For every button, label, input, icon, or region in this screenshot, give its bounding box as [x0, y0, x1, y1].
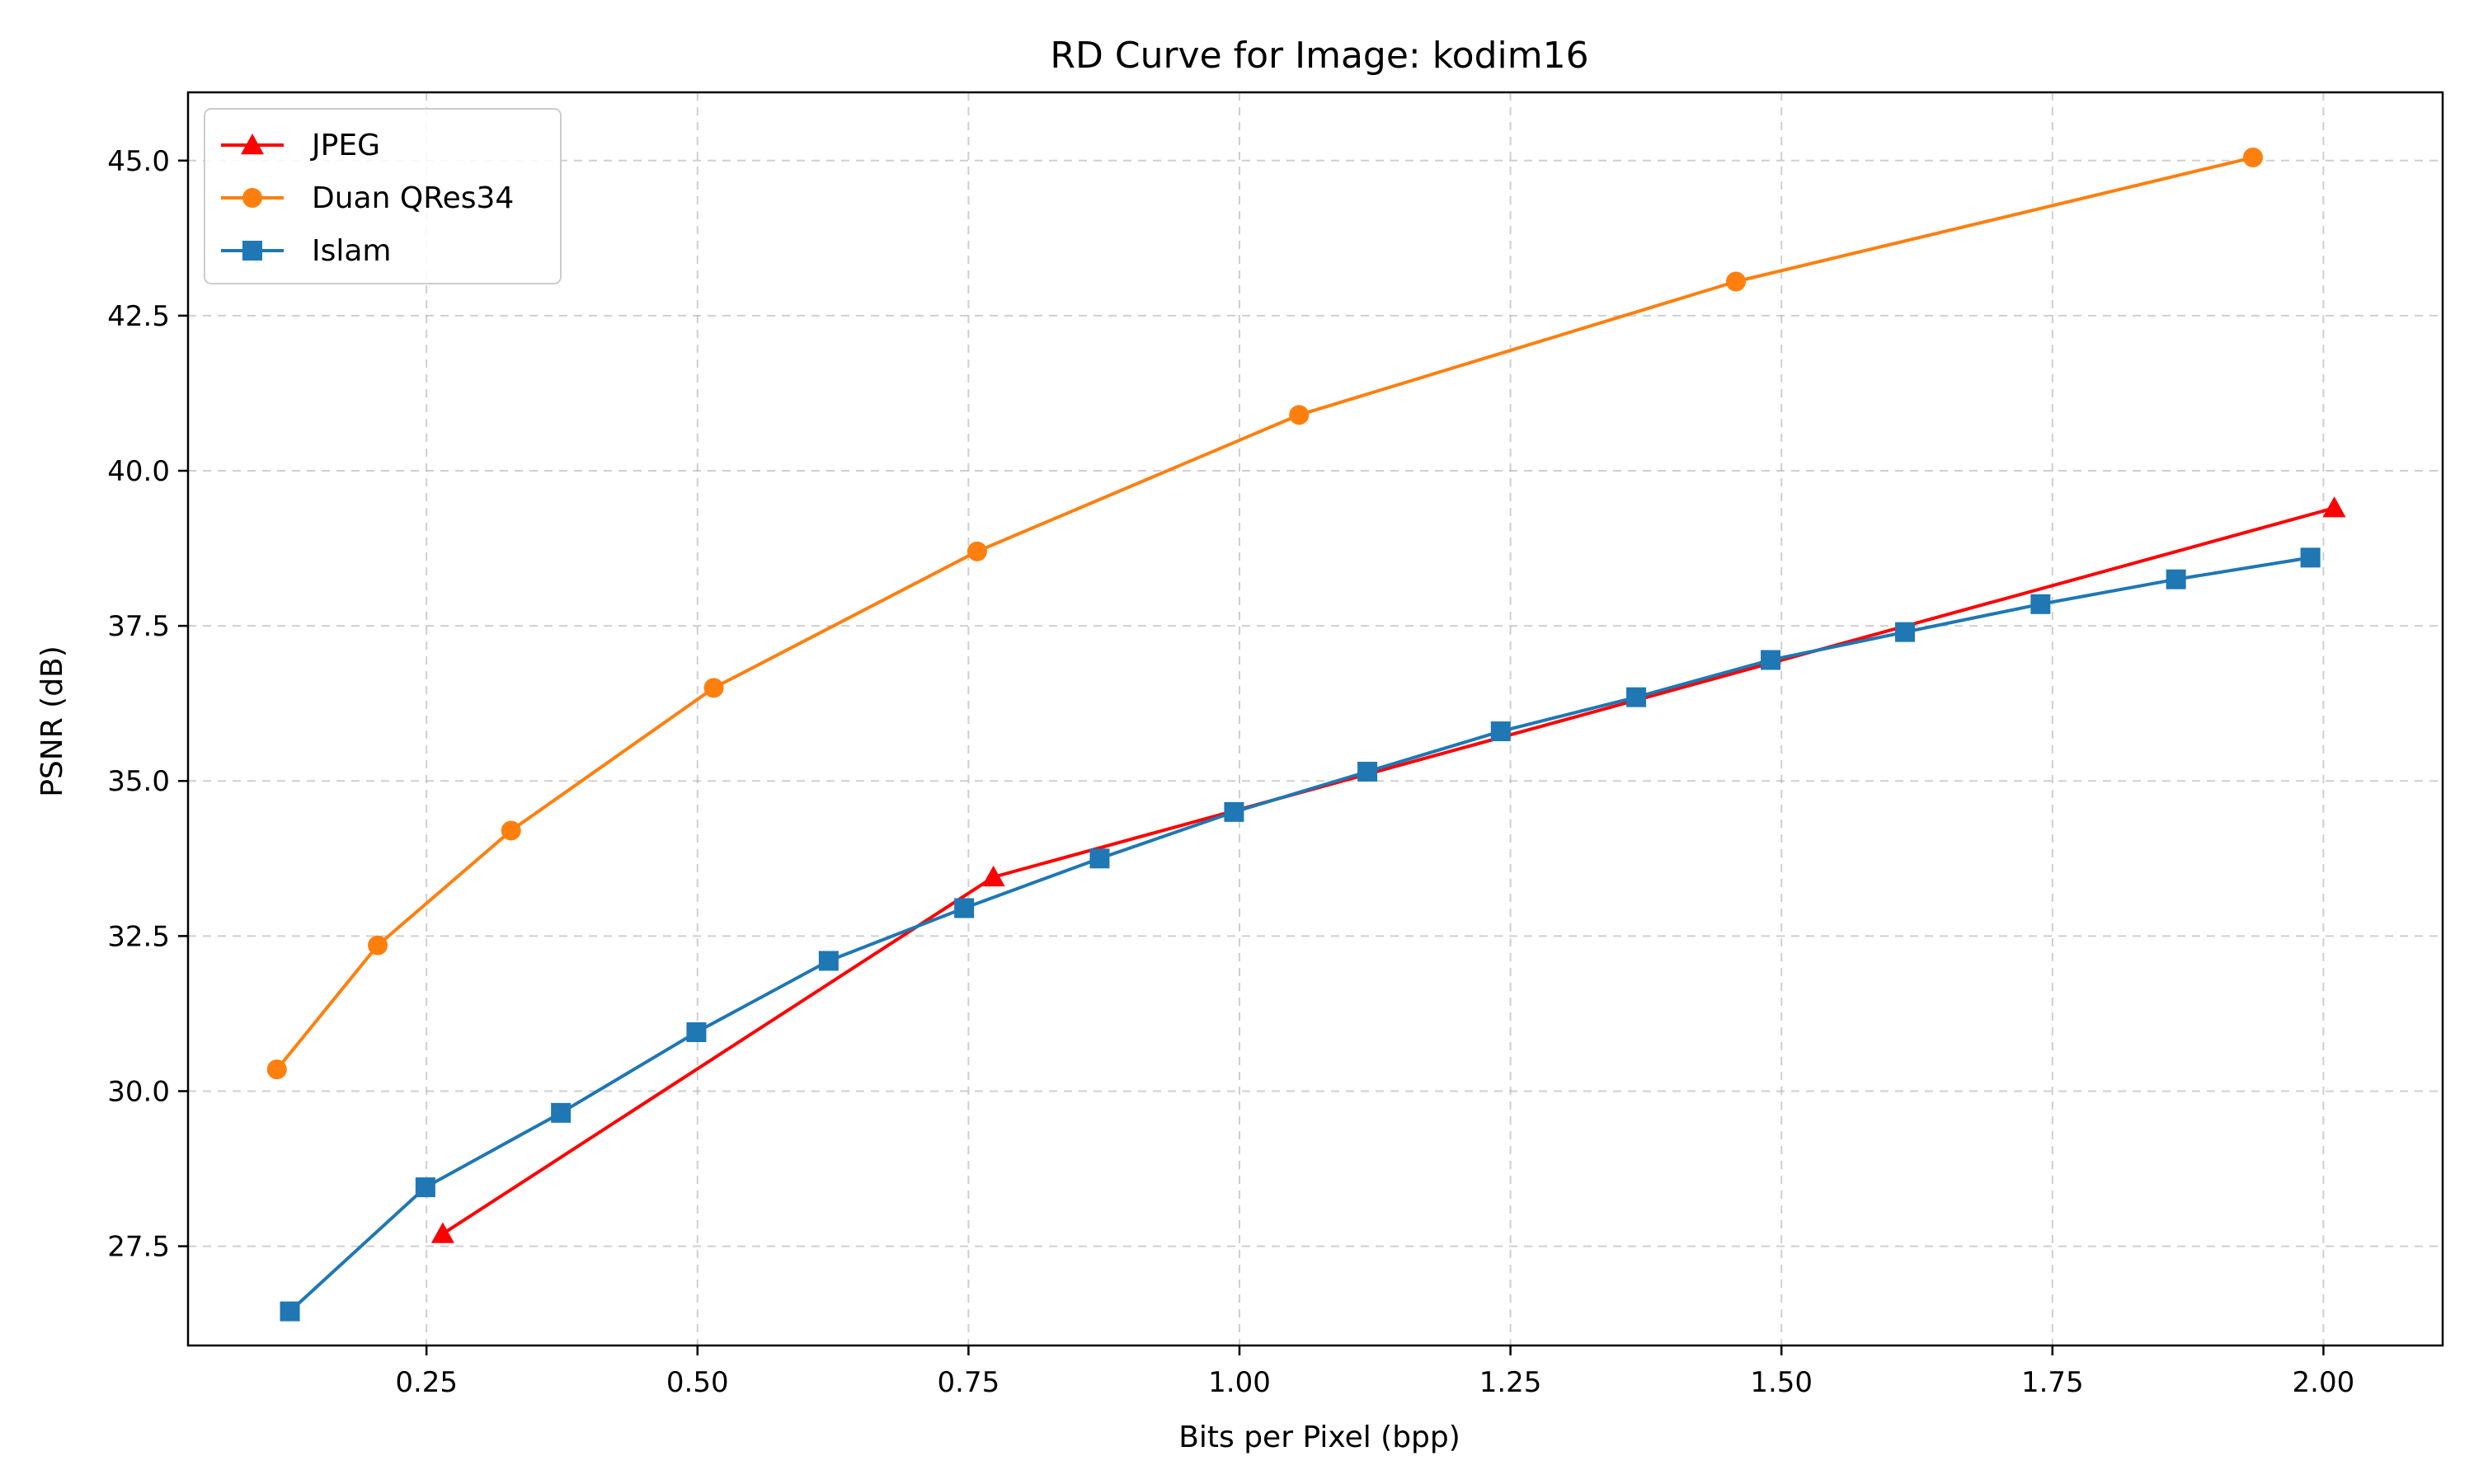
data-point [2322, 496, 2346, 518]
data-point [1626, 687, 1647, 707]
x-tick-label: 0.25 [395, 1366, 458, 1399]
legend-item: Islam [221, 234, 392, 268]
data-point [1224, 801, 1244, 822]
data-point [2166, 569, 2186, 589]
data-point [415, 1177, 435, 1198]
y-axis-label: PSNR (dB) [35, 646, 69, 797]
y-tick-label: 30.0 [107, 1075, 170, 1108]
x-axis-ticks: 0.25 0.50 0.75 1.00 1.25 1.50 1.75 2.00 [395, 1345, 2354, 1399]
x-tick-label: 1.00 [1208, 1366, 1271, 1399]
legend-item: JPEG [221, 129, 380, 162]
legend-item: Duan QRes34 [221, 181, 514, 215]
x-tick-label: 1.75 [2021, 1366, 2084, 1399]
x-tick-label: 0.75 [938, 1366, 1000, 1399]
legend-label: JPEG [310, 129, 380, 162]
data-point [954, 898, 975, 918]
series-line [289, 556, 2311, 1313]
data-point [2030, 594, 2051, 614]
x-tick-label: 0.50 [666, 1366, 729, 1399]
data-point [1761, 650, 1781, 670]
x-tick-label: 1.25 [1479, 1366, 1542, 1399]
x-tick-label: 2.00 [2293, 1366, 2355, 1399]
y-tick-label: 42.5 [107, 300, 170, 333]
chart-title: RD Curve for Image: kodim16 [1050, 35, 1588, 77]
series-layer [266, 148, 2346, 1322]
grid-lines [188, 92, 2443, 1345]
y-tick-label: 37.5 [107, 610, 170, 643]
legend-label: Islam [312, 234, 392, 268]
data-point [551, 1102, 571, 1123]
series-line [275, 156, 2254, 1071]
data-point [1895, 622, 1916, 642]
data-point [1357, 761, 1378, 782]
legend-marker [242, 241, 262, 261]
data-point [1490, 721, 1511, 742]
data-point [280, 1301, 300, 1322]
data-point [430, 1222, 454, 1243]
x-axis-label: Bits per Pixel (bpp) [1178, 1421, 1460, 1454]
data-point [686, 1022, 707, 1042]
data-point [981, 865, 1005, 887]
data-point [2300, 547, 2321, 568]
legend-marker [242, 188, 262, 208]
legend: JPEG Duan QRes34 Islam [204, 108, 562, 284]
data-point [703, 678, 724, 698]
y-tick-label: 27.5 [107, 1231, 170, 1264]
plot-frame [186, 91, 2444, 1347]
data-point [2242, 148, 2263, 168]
data-point [1725, 271, 1746, 292]
legend-box [204, 108, 562, 284]
data-point [1289, 405, 1310, 425]
data-point [967, 541, 987, 561]
y-tick-label: 32.5 [107, 920, 170, 953]
data-point [266, 1059, 287, 1080]
data-point [368, 935, 388, 956]
y-tick-label: 35.0 [107, 765, 170, 798]
data-point [501, 820, 521, 841]
series-2 [280, 547, 2321, 1322]
legend-marker [241, 134, 264, 155]
series-1 [266, 148, 2263, 1080]
data-point [1089, 848, 1110, 869]
data-point [818, 951, 839, 971]
y-axis-ticks: 27.5 30.0 32.5 35.0 37.5 40.0 42.5 45.0 [107, 145, 188, 1264]
x-tick-label: 1.50 [1750, 1366, 1813, 1399]
y-tick-label: 45.0 [107, 145, 170, 178]
y-tick-label: 40.0 [107, 455, 170, 488]
series-0 [430, 496, 2346, 1243]
legend-label: Duan QRes34 [312, 181, 514, 215]
